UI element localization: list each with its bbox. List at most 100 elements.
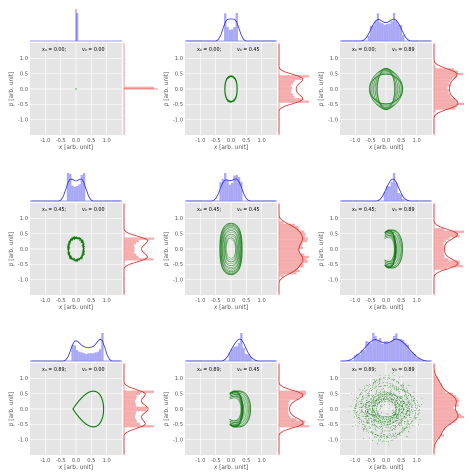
initial-v0-label: v₀ = 0.00 (82, 367, 105, 373)
phase-point (398, 404, 400, 405)
phase-point (392, 418, 394, 420)
phase-point (415, 410, 416, 412)
phase-point (381, 437, 382, 439)
right-hist-density (123, 364, 149, 454)
phase-point (393, 379, 395, 381)
y-tick-label: -0.5 (173, 422, 183, 428)
top-hist-bar (383, 24, 386, 41)
phase-point (398, 382, 400, 383)
phase-point (375, 437, 377, 438)
top-hist-bar (399, 25, 403, 41)
panel-2-3: -1.0 -0.5 0.0 0.5 1.01.00.50.0-0.5-1.0x [arb… (319, 173, 464, 311)
phase-point (364, 427, 366, 428)
phase-point (381, 382, 383, 384)
right-hist-bar (279, 399, 290, 403)
phase-point (372, 425, 374, 426)
phase-point (354, 416, 355, 418)
phase-point (405, 413, 407, 414)
phase-point (381, 416, 383, 418)
right-hist-bar (124, 397, 137, 400)
phase-point (380, 405, 381, 407)
phase-point (387, 401, 389, 403)
phase-point (357, 404, 359, 406)
y-tick-label: 0.5 (175, 71, 183, 77)
phase-point (361, 409, 363, 411)
phase-point (419, 418, 421, 420)
top-hist-bar (85, 354, 88, 361)
phase-point (393, 404, 395, 405)
phase-point (386, 427, 388, 429)
phase-point (400, 388, 402, 390)
phase-point (373, 411, 375, 412)
right-hist-bar (434, 258, 449, 261)
phase-point (384, 377, 386, 379)
phase-point (366, 400, 368, 401)
phase-point (384, 436, 386, 437)
phase-point (359, 413, 360, 415)
phase-point (371, 418, 373, 419)
phase-point (372, 408, 373, 410)
phase-path (384, 229, 404, 269)
phase-point (374, 404, 376, 405)
phase-point (359, 394, 361, 395)
phase-point (396, 406, 397, 407)
phase-point (404, 398, 406, 400)
x-tick-label: -0.5 (366, 298, 376, 304)
phase-point (397, 414, 399, 416)
phase-point (392, 402, 394, 404)
phase-point (406, 415, 408, 417)
top-hist-bar (221, 178, 225, 201)
phase-point (418, 423, 419, 425)
phase-point (365, 411, 366, 413)
phase-point (396, 407, 398, 409)
phase-point (389, 435, 391, 436)
phase-point (394, 394, 395, 396)
phase-point (395, 424, 397, 426)
phase-point (399, 376, 400, 378)
phase-point (403, 409, 404, 411)
phase-point (409, 410, 411, 412)
phase-point (370, 374, 371, 376)
top-hist-bar (76, 350, 79, 361)
phase-point (383, 399, 385, 401)
phase-point (415, 413, 417, 414)
phase-point (375, 415, 377, 417)
phase-point (383, 439, 385, 441)
phase-point (405, 399, 407, 401)
right-hist-bar (434, 95, 451, 99)
phase-point (392, 415, 393, 416)
right-hist-bar (434, 397, 459, 400)
phase-point (400, 384, 402, 386)
phase-point (362, 396, 364, 397)
phase-trajectory (72, 390, 105, 428)
phase-point (395, 433, 397, 435)
phase-point (390, 394, 391, 396)
phase-point (368, 412, 369, 414)
right-hist-bar (434, 411, 458, 414)
phase-point (369, 422, 370, 424)
phase-point (373, 420, 375, 421)
top-hist-bar (237, 342, 241, 361)
phase-point (375, 430, 377, 432)
phase-point (364, 429, 366, 430)
phase-point (363, 429, 364, 430)
phase-point (397, 401, 398, 403)
initial-v0-label: v₀ = 0.00 (82, 207, 105, 213)
phase-point (358, 396, 360, 398)
phase-point (385, 395, 387, 397)
phase-point (413, 398, 414, 400)
phase-point (371, 401, 373, 403)
phase-point (388, 421, 390, 423)
phase-point (378, 385, 380, 387)
right-hist-bar (434, 66, 436, 69)
phase-point (390, 418, 392, 419)
phase-point (355, 404, 356, 406)
right-hist-bar (279, 390, 306, 393)
phase-point (398, 398, 400, 400)
phase-point (397, 397, 399, 398)
phase-point (373, 409, 374, 411)
right-hist-bar (279, 249, 300, 252)
phase-point (397, 382, 399, 384)
phase-point (378, 417, 380, 419)
phase-point (374, 403, 376, 405)
